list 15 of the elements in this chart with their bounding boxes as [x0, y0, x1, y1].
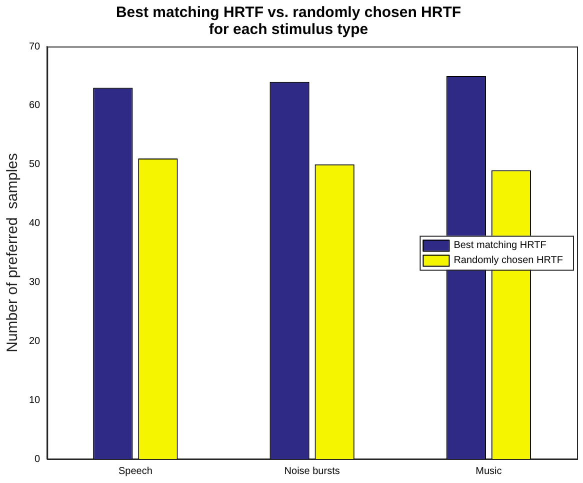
y-tick-label: 70	[29, 41, 41, 52]
y-tick-label: 20	[29, 336, 41, 347]
y-axis-title: Number of preferred samples	[4, 153, 22, 352]
x-tick-label: Speech	[118, 466, 152, 477]
y-tick-label: 50	[29, 159, 41, 170]
legend-label: Best matching HRTF	[454, 240, 546, 251]
x-tick-label: Music	[476, 466, 502, 477]
x-tick-label: Noise bursts	[284, 466, 340, 477]
y-tick-label: 0	[34, 454, 41, 465]
y-tick-label: 30	[29, 276, 41, 288]
chart-title: Best matching HRTF vs. randomly chosen HRTF for each stimulus type	[116, 4, 462, 38]
y-tick-label: 10	[29, 394, 41, 406]
legend-label: Randomly chosen HRTF	[454, 255, 564, 266]
y-tick-label: 40	[29, 218, 41, 230]
y-tick-label: 60	[29, 100, 41, 112]
